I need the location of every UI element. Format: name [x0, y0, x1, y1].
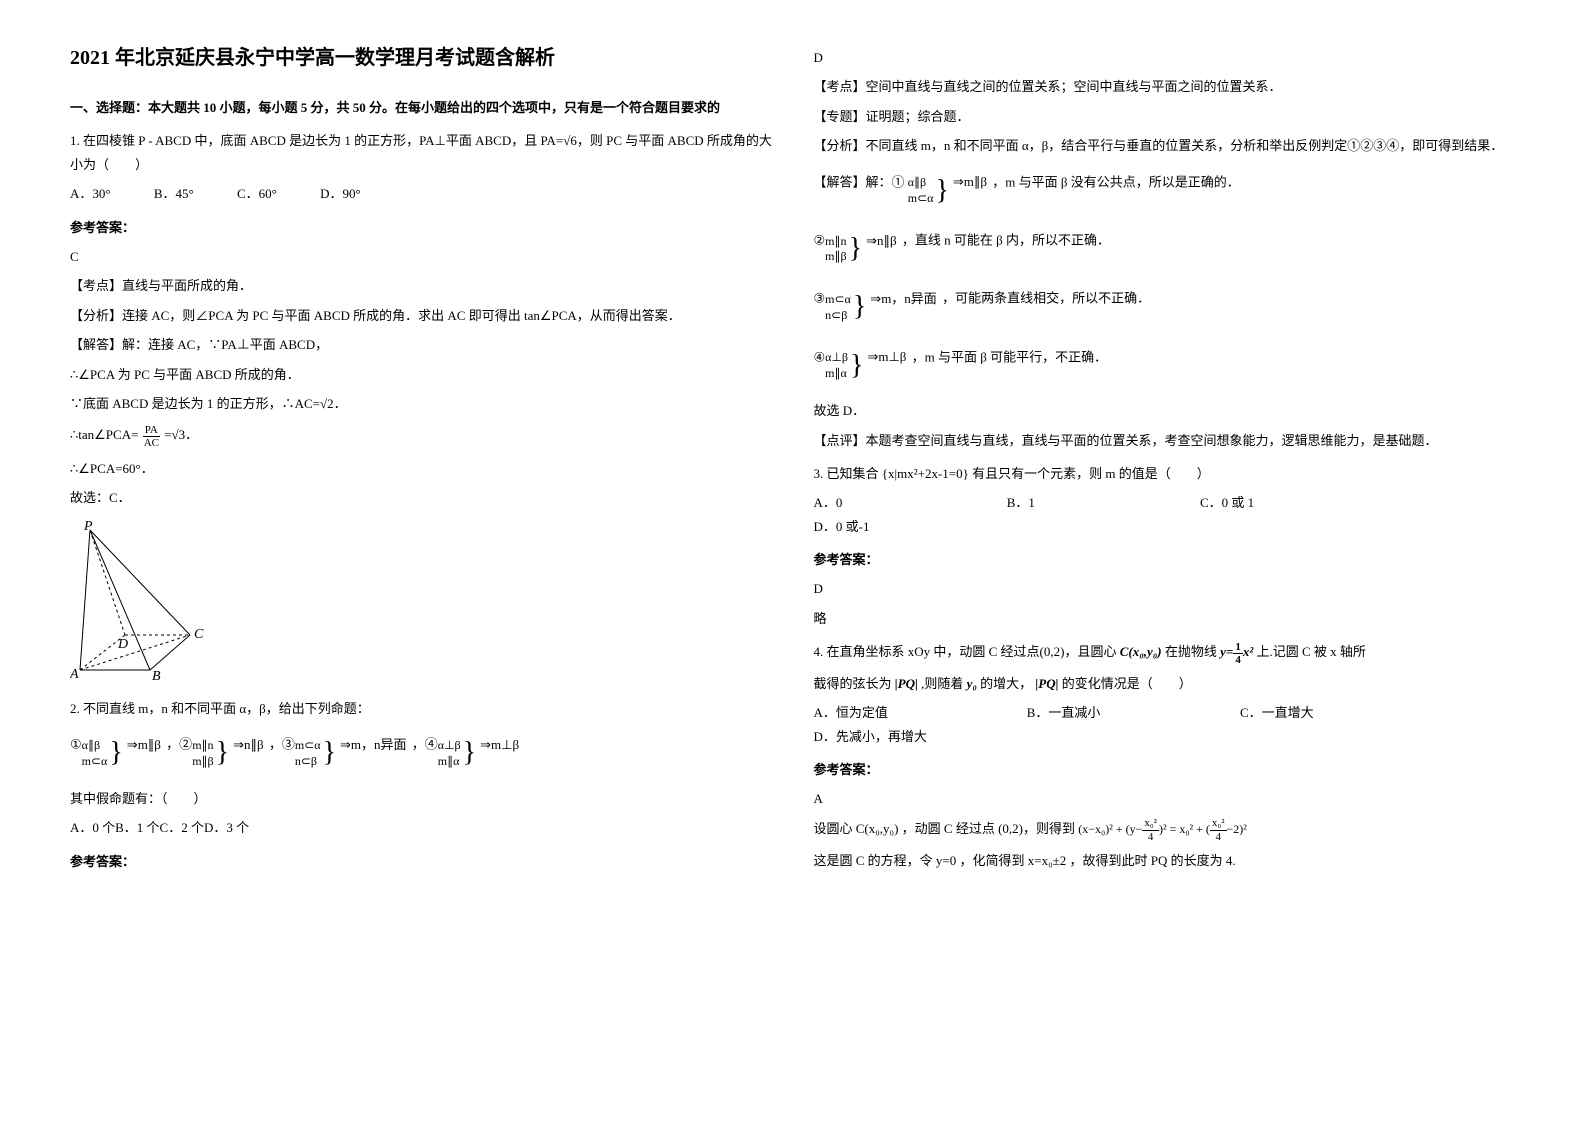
q4-equation: (x−x₀)² + (y−x₀²4)² = x₀² + (x₀²4−2)²: [1078, 822, 1247, 836]
q2-comment: 【点评】本题考查空间直线与直线，直线与平面的位置关系，考查空间想象能力，逻辑思维…: [814, 429, 1518, 452]
question-1: 1. 在四棱锥 P - ABCD 中，底面 ABCD 是边长为 1 的正方形，P…: [70, 129, 774, 687]
q2-answer: D: [814, 46, 1518, 69]
q4-opt-c: C．一直增大: [1240, 701, 1410, 724]
q4-text2: 截得的弦长为 |PQ| ,则随着 y₀ 的增大， |PQ| 的变化情况是（ ）: [814, 672, 1518, 695]
q3-answer: D: [814, 577, 1518, 600]
q3-text: 3. 已知集合 {x|mx²+2x-1=0} 有且只有一个元素，则 m 的值是（…: [814, 462, 1518, 485]
q3-note: 略: [814, 607, 1518, 630]
q3-opt-a: A．0: [814, 491, 964, 514]
q4-solve1: 设圆心 C(x₀,y₀) ，动圆 C 经过点 (0,2)，则得到 (x−x₀)²…: [814, 817, 1518, 843]
q1-solve6: 故选：C．: [70, 486, 774, 509]
svg-text:P: P: [83, 520, 93, 534]
q3-opt-b: B．1: [1007, 491, 1157, 514]
q4-answer-label: 参考答案：: [814, 758, 1518, 781]
question-4: 4. 在直角坐标系 xOy 中，动圆 C 经过点(0,2)，且圆心 C(x₀,y…: [814, 640, 1518, 872]
page-title: 2021 年北京延庆县永宁中学高一数学理月考试题含解析: [70, 40, 774, 76]
q2-analysis: 【分析】不同直线 m，n 和不同平面 α，β，结合平行与垂直的位置关系，分析和举…: [814, 134, 1518, 157]
pyramid-svg: P A B C D: [70, 520, 220, 680]
q2-question: 其中假命题有：（ ）: [70, 787, 774, 810]
q2-solve2: ② m∥n m∥β } ⇒n∥β ，直线 n 可能在 β 内，所以不正确．: [814, 224, 1518, 274]
q2-conclusion: 故选 D．: [814, 399, 1518, 422]
q4-opt-d: D．先减小，再增大: [814, 725, 927, 748]
q1-solve5: ∴∠PCA=60°．: [70, 457, 774, 480]
q1-opt-d: D．90°: [320, 186, 361, 201]
q2-answer-label: 参考答案：: [70, 850, 774, 873]
q3-opt-c: C．0 或 1: [1200, 491, 1350, 514]
q1-answer-label: 参考答案：: [70, 216, 774, 239]
q2-topic: 【专题】证明题；综合题．: [814, 105, 1518, 128]
q4-answer: A: [814, 787, 1518, 810]
q1-opt-b: B．45°: [154, 186, 194, 201]
q2-solve1: 【解答】解：① α∥β m⊂α } ⇒m∥β ，m 与平面 β 没有公共点，所以…: [814, 166, 1518, 216]
q1-text: 1. 在四棱锥 P - ABCD 中，底面 ABCD 是边长为 1 的正方形，P…: [70, 129, 774, 176]
q4-opt-b: B．一直减小: [1027, 701, 1197, 724]
q2-options: A．0 个B．1 个C．2 个D．3 个: [70, 816, 774, 839]
q2-propositions: ① α∥β m⊂α } ⇒m∥β ，② m∥n m∥β } ⇒n∥β ，③ m⊂…: [70, 728, 774, 778]
q4-solve2: 这是圆 C 的方程，令 y=0 ，化简得到 x=x₀±2 ，故得到此时 PQ 的…: [814, 849, 1518, 872]
question-2: 2. 不同直线 m，n 和不同平面 α，β，给出下列命题： ① α∥β m⊂α …: [70, 697, 774, 873]
q2-solve3: ③ m⊂α n⊂β } ⇒m，n异面 ，可能两条直线相交，所以不正确．: [814, 282, 1518, 332]
q1-options: A．30° B．45° C．60° D．90°: [70, 182, 774, 205]
q1-solve4: ∴tan∠PCA= PA AC =√3．: [70, 423, 774, 449]
q4-options: A．恒为定值 B．一直减小 C．一直增大 D．先减小，再增大: [814, 701, 1518, 748]
left-column: 2021 年北京延庆县永宁中学高一数学理月考试题含解析 一、选择题：本大题共 1…: [50, 40, 794, 1082]
q1-solve2: ∴∠PCA 为 PC 与平面 ABCD 所成的角．: [70, 363, 774, 386]
q3-answer-label: 参考答案：: [814, 548, 1518, 571]
q1-answer: C: [70, 245, 774, 268]
svg-text:A: A: [70, 667, 79, 680]
pyramid-diagram: P A B C D: [70, 520, 774, 687]
svg-text:B: B: [152, 669, 161, 680]
q2-point: 【考点】空间中直线与直线之间的位置关系；空间中直线与平面之间的位置关系．: [814, 75, 1518, 98]
q2-text: 2. 不同直线 m，n 和不同平面 α，β，给出下列命题：: [70, 697, 774, 720]
q3-options: A．0 B．1 C．0 或 1 D．0 或-1: [814, 491, 1518, 538]
q1-solve1: 【解答】解：连接 AC，∵PA⊥平面 ABCD，: [70, 333, 774, 356]
question-3: 3. 已知集合 {x|mx²+2x-1=0} 有且只有一个元素，则 m 的值是（…: [814, 462, 1518, 630]
section-header: 一、选择题：本大题共 10 小题，每小题 5 分，共 50 分。在每小题给出的四…: [70, 96, 774, 119]
svg-text:C: C: [194, 627, 204, 642]
q3-opt-d: D．0 或-1: [814, 515, 964, 538]
svg-text:D: D: [117, 637, 128, 652]
q1-solve3: ∵底面 ABCD 是边长为 1 的正方形，∴AC=√2．: [70, 392, 774, 415]
q4-opt-a: A．恒为定值: [814, 701, 984, 724]
q1-opt-a: A．30°: [70, 186, 111, 201]
q1-opt-c: C．60°: [237, 186, 277, 201]
q1-point: 【考点】直线与平面所成的角．: [70, 274, 774, 297]
q1-analysis: 【分析】连接 AC，则∠PCA 为 PC 与平面 ABCD 所成的角．求出 AC…: [70, 304, 774, 327]
q4-text: 4. 在直角坐标系 xOy 中，动圆 C 经过点(0,2)，且圆心 C(x₀,y…: [814, 640, 1518, 666]
fraction-pa-ac: PA AC: [142, 424, 161, 449]
q2-solve4: ④ α⊥β m∥α } ⇒m⊥β ，m 与平面 β 可能平行，不正确．: [814, 341, 1518, 391]
right-column: D 【考点】空间中直线与直线之间的位置关系；空间中直线与平面之间的位置关系． 【…: [794, 40, 1538, 1082]
